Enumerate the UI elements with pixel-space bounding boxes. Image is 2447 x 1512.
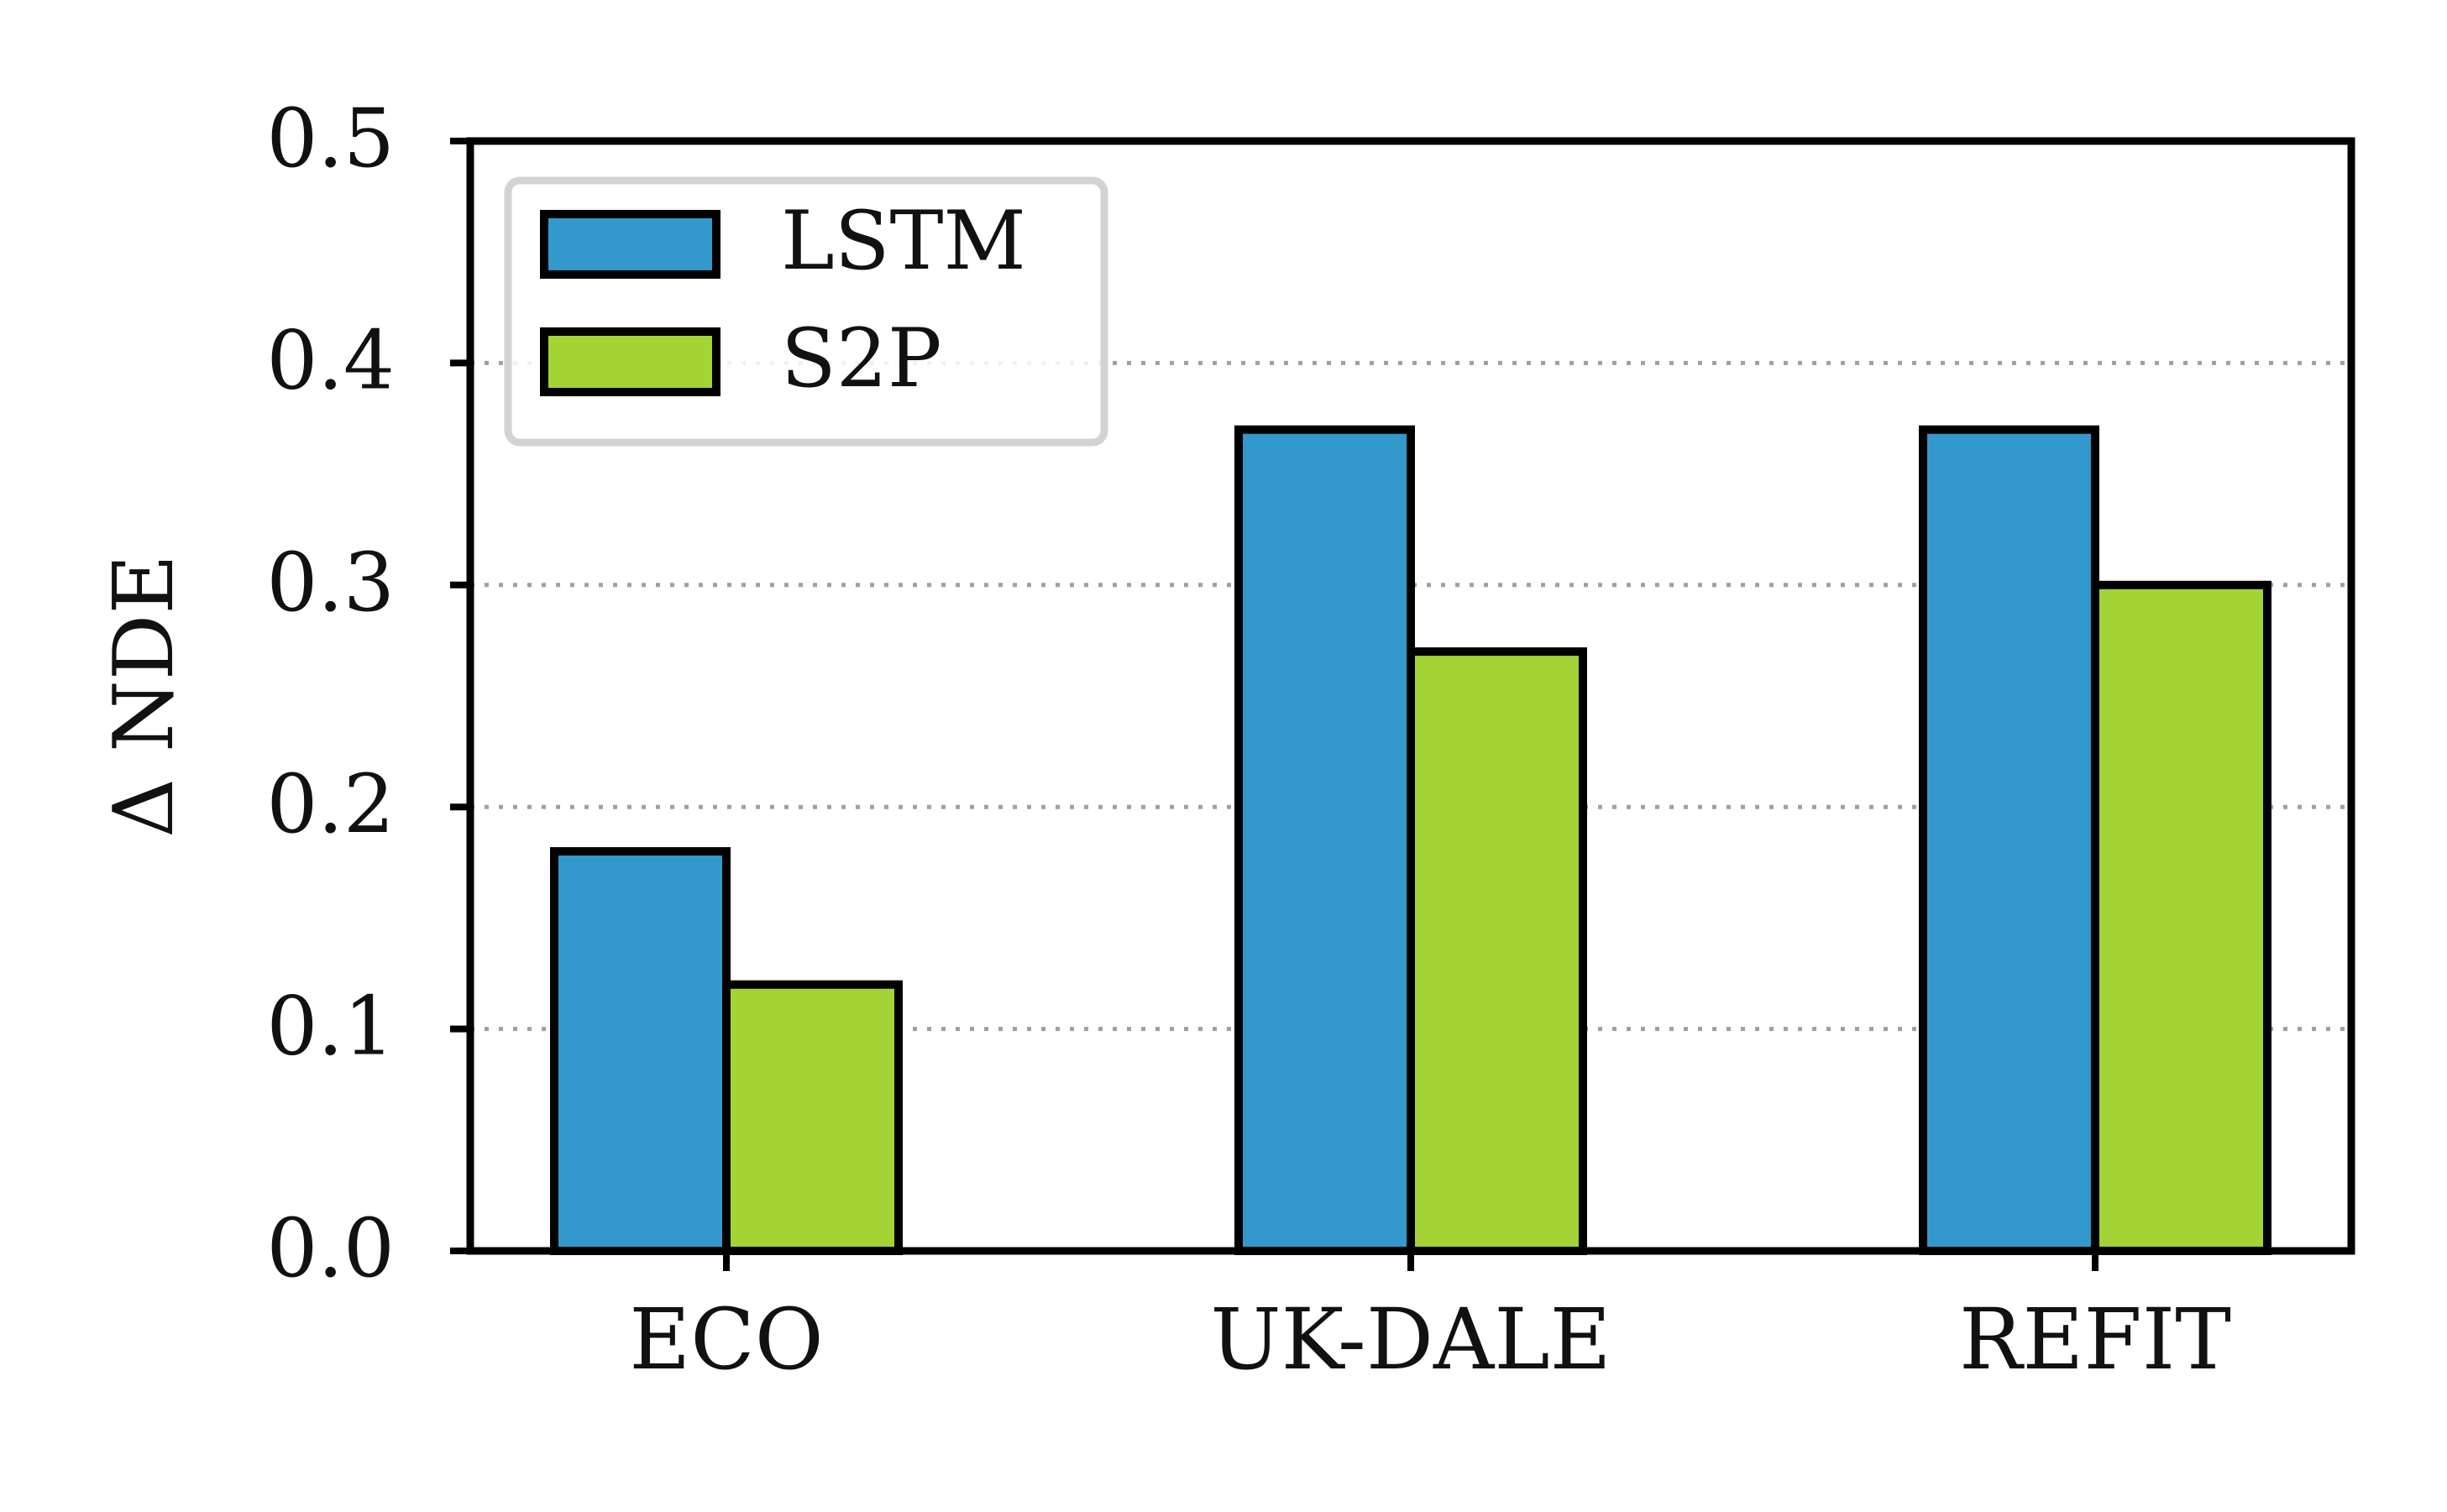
legend: LSTM S2P bbox=[504, 176, 1108, 447]
legend-label: S2P bbox=[781, 311, 941, 405]
legend-swatch-lstm bbox=[540, 210, 720, 279]
bar-lstm-refit bbox=[1919, 425, 2099, 1256]
x-tick-label: REFIT bbox=[1959, 1290, 2231, 1389]
legend-label: LSTM bbox=[781, 194, 1026, 288]
bar-lstm-eco bbox=[550, 847, 731, 1256]
bars bbox=[550, 425, 2271, 1256]
bar-lstm-uk-dale bbox=[1234, 425, 1415, 1256]
y-tick-label: 0.4 bbox=[266, 313, 395, 407]
bar-s2p-uk-dale bbox=[1407, 647, 1587, 1255]
y-tick-label: 0.0 bbox=[266, 1201, 395, 1295]
x-axis-ticks: ECO UK-DALE REFIT bbox=[629, 1251, 2231, 1389]
bar-s2p-refit bbox=[2091, 580, 2271, 1255]
legend-swatch-s2p bbox=[540, 327, 720, 396]
y-tick-label: 0.5 bbox=[266, 92, 395, 186]
bar-s2p-eco bbox=[722, 980, 903, 1255]
y-tick-label: 0.3 bbox=[266, 536, 395, 630]
y-tick-label: 0.1 bbox=[266, 980, 395, 1074]
y-tick-label: 0.2 bbox=[266, 757, 395, 851]
x-tick-label: UK-DALE bbox=[1210, 1290, 1611, 1389]
x-tick-label: ECO bbox=[629, 1290, 824, 1389]
y-axis-label: Δ NDE bbox=[97, 554, 192, 838]
y-axis-ticks: 0.0 0.1 0.2 0.3 0.4 0.5 bbox=[266, 92, 470, 1295]
